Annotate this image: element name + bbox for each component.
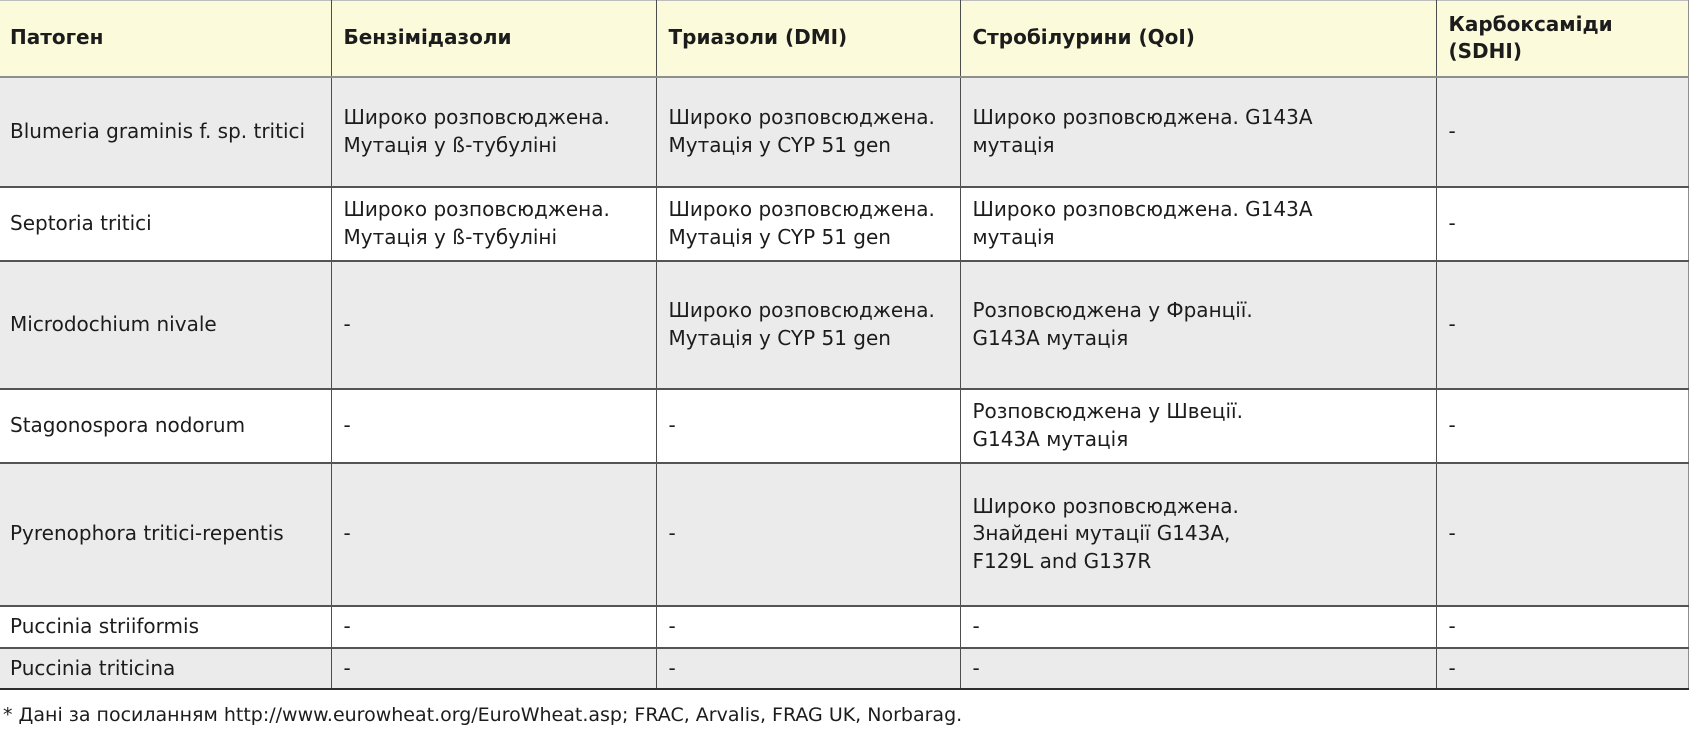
col-header-benzimidazoles: Бензімідазоли	[331, 0, 657, 78]
cell-benzimidazoles: -	[331, 388, 657, 464]
cell-triazoles: Широко розповсюджена. Мутація у CYP 51 g…	[656, 76, 961, 188]
cell-carboxamides: -	[1436, 647, 1689, 691]
table-row: Septoria tritici Широко розповсюджена. М…	[0, 186, 1689, 262]
table-row: Microdochium nivale - Широко розповсюдже…	[0, 260, 1689, 390]
col-header-strobilurins: Стробілурини (QoI)	[960, 0, 1437, 78]
cell-carboxamides: -	[1436, 462, 1689, 607]
fungicide-resistance-table: Патоген Бензімідазоли Триазоли (DMI) Стр…	[0, 0, 1689, 691]
cell-carboxamides: -	[1436, 605, 1689, 649]
cell-strobilurins: Розповсюджена у Франції. G143A мутація	[960, 260, 1437, 390]
cell-carboxamides: -	[1436, 260, 1689, 390]
cell-pathogen: Stagonospora nodorum	[0, 388, 332, 464]
cell-triazoles: Широко розповсюджена. Мутація у CYP 51 g…	[656, 260, 961, 390]
cell-triazoles: -	[656, 462, 961, 607]
table-row: Blumeria graminis f. sp. tritici Широко …	[0, 76, 1689, 188]
col-header-carboxamides: Карбоксаміди (SDHI)	[1436, 0, 1689, 78]
cell-benzimidazoles: Широко розповсюджена. Мутація у ß-тубулі…	[331, 186, 657, 262]
cell-pathogen: Pyrenophora tritici-repentis	[0, 462, 332, 607]
table-row: Puccinia striiformis - - - -	[0, 605, 1689, 649]
table-row: Puccinia triticina - - - -	[0, 647, 1689, 691]
cell-strobilurins: Широко розповсюджена. G143A мутація	[960, 186, 1437, 262]
cell-strobilurins: Широко розповсюджена. G143A мутація	[960, 76, 1437, 188]
cell-pathogen: Puccinia triticina	[0, 647, 332, 691]
cell-carboxamides: -	[1436, 388, 1689, 464]
table-row: Pyrenophora tritici-repentis - - Широко …	[0, 462, 1689, 607]
cell-benzimidazoles: -	[331, 260, 657, 390]
cell-triazoles: -	[656, 647, 961, 691]
cell-triazoles: -	[656, 388, 961, 464]
cell-strobilurins: Розповсюджена у Швеції. G143A мутація	[960, 388, 1437, 464]
cell-pathogen: Puccinia striiformis	[0, 605, 332, 649]
cell-carboxamides: -	[1436, 76, 1689, 188]
cell-benzimidazoles: -	[331, 462, 657, 607]
cell-carboxamides: -	[1436, 186, 1689, 262]
cell-benzimidazoles: Широко розповсюджена. Мутація у ß-тубулі…	[331, 76, 657, 188]
cell-pathogen: Septoria tritici	[0, 186, 332, 262]
cell-triazoles: -	[656, 605, 961, 649]
cell-strobilurins: -	[960, 647, 1437, 691]
table-header-row: Патоген Бензімідазоли Триазоли (DMI) Стр…	[0, 0, 1689, 78]
cell-benzimidazoles: -	[331, 647, 657, 691]
footnote: * Дані за посиланням http://www.eurowhea…	[3, 704, 963, 727]
col-header-pathogen: Патоген	[0, 0, 332, 78]
cell-pathogen: Microdochium nivale	[0, 260, 332, 390]
col-header-triazoles: Триазоли (DMI)	[656, 0, 961, 78]
cell-pathogen: Blumeria graminis f. sp. tritici	[0, 76, 332, 188]
cell-strobilurins: -	[960, 605, 1437, 649]
cell-benzimidazoles: -	[331, 605, 657, 649]
cell-triazoles: Широко розповсюджена. Мутація у CYP 51 g…	[656, 186, 961, 262]
table-row: Stagonospora nodorum - - Розповсюджена у…	[0, 388, 1689, 464]
cell-strobilurins: Широко розповсюджена. Знайдені мутації G…	[960, 462, 1437, 607]
